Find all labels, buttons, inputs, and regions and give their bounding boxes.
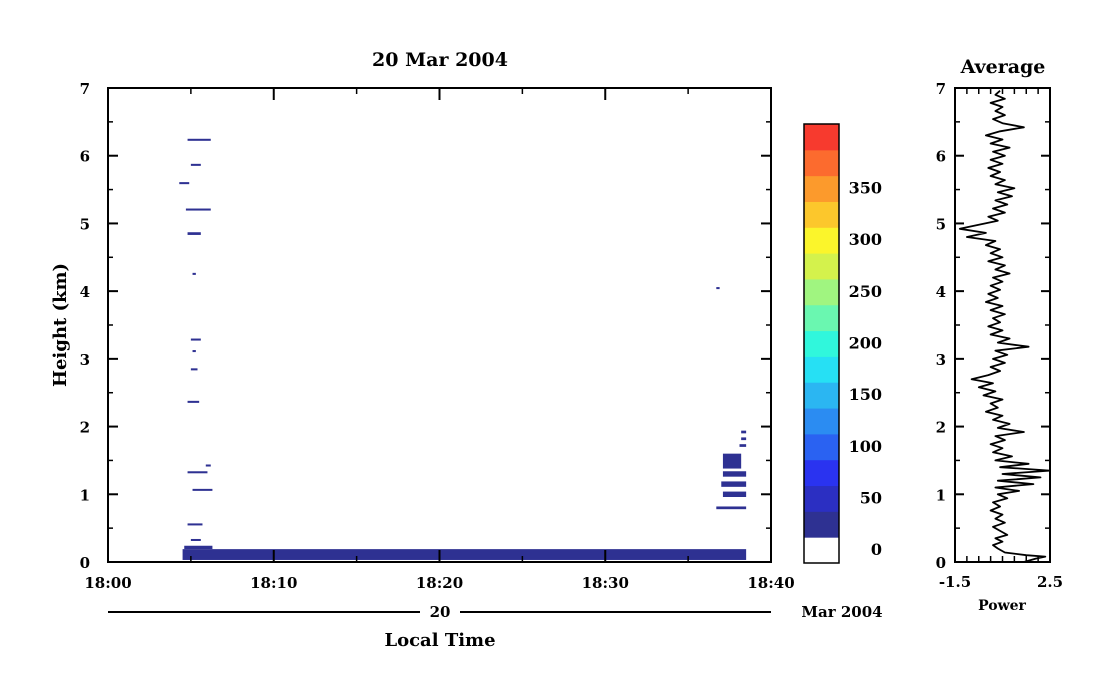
echo-segment	[716, 506, 747, 510]
colorbar-level	[804, 356, 839, 383]
echo-segment	[192, 272, 196, 275]
colorbar-level	[804, 278, 839, 306]
echo-segment	[187, 400, 200, 403]
echo-segment	[187, 138, 211, 141]
y-tick-label: 2	[80, 419, 90, 437]
power-axis-label: Power	[978, 598, 1026, 614]
echo-segment	[187, 471, 208, 474]
echo-segment	[192, 350, 196, 353]
main-title: 20 Mar 2004	[372, 49, 508, 71]
colorbar-tick-label: 300	[849, 230, 882, 249]
main-plot-frame	[107, 87, 772, 563]
avg-y-tick-label: 1	[936, 486, 946, 504]
echo-segment	[190, 368, 198, 371]
colorbar-level	[804, 433, 839, 461]
echo-segment	[192, 488, 213, 491]
main-y-ticks: 0 1 2 3 4 5 6 7	[80, 80, 771, 572]
colorbar-tick-label: 50	[860, 488, 882, 507]
colorbar-level	[804, 227, 839, 254]
echo-segment	[721, 481, 747, 487]
echo-segment	[184, 545, 213, 550]
echo-segment	[741, 430, 747, 434]
echo-segment	[190, 538, 201, 541]
y-axis-label: Height (km)	[50, 263, 71, 387]
echo-segment	[716, 287, 720, 290]
echo-segment	[190, 163, 201, 166]
echo-segment	[187, 523, 203, 526]
x-tick-label: 18:30	[582, 574, 629, 592]
y-tick-label: 4	[80, 283, 90, 301]
y-tick-label: 7	[80, 80, 90, 98]
echo-segment	[187, 232, 201, 235]
echo-segment	[722, 471, 747, 477]
main-x-ticks: 18:00 18:10 18:20 18:30 18:40	[84, 88, 795, 592]
average-x-ticks: -1.5 2.5	[939, 88, 1063, 591]
x-tick-label: 18:10	[250, 574, 297, 592]
y-tick-label: 5	[80, 215, 90, 233]
colorbar-level	[804, 330, 839, 357]
avg-y-tick-label: 5	[936, 215, 946, 233]
colorbar-level	[804, 253, 839, 280]
colorbar-tick-label: 150	[849, 385, 882, 404]
echo-segment	[205, 464, 211, 467]
avg-y-tick-label: 7	[936, 80, 946, 98]
colorbar-level	[804, 408, 839, 435]
average-panel: Average 0 1 2 3 4 5 6 7 -1.5 2.5 Power	[936, 56, 1063, 614]
colorbar-tick-label: 200	[849, 334, 882, 353]
x-axis-label: Local Time	[384, 630, 495, 651]
echo-segment	[179, 182, 190, 185]
average-plot-frame	[954, 87, 1051, 563]
echo-segment	[741, 437, 747, 441]
avg-y-tick-label: 0	[936, 554, 946, 572]
colorbar-level	[804, 124, 839, 151]
x-tick-label: 18:00	[84, 574, 131, 592]
avg-x-tick-label: 2.5	[1037, 573, 1063, 591]
echo-segment	[739, 444, 747, 447]
main-panel: 20 Mar 2004 0 1 2 3 4 5 6 7 18:00 18:10 18:20 18:3…	[50, 49, 883, 651]
avg-y-tick-label: 4	[936, 283, 946, 301]
colorbar-level	[804, 201, 839, 228]
echo-segment	[190, 338, 201, 341]
colorbar-levels	[804, 124, 839, 564]
x-tick-label: 18:40	[747, 574, 794, 592]
y-tick-label: 6	[80, 148, 90, 166]
x-tick-label: 18:20	[416, 574, 463, 592]
echo-segment	[185, 208, 211, 211]
y-tick-label: 3	[80, 351, 90, 369]
date-day-label: 20	[430, 603, 451, 621]
date-month-year-label: Mar 2004	[801, 603, 882, 621]
y-tick-label: 1	[80, 486, 90, 504]
echo-segment	[182, 549, 747, 560]
avg-y-tick-label: 3	[936, 351, 946, 369]
colorbar-tick-labels: 0 50 100 150 200 250 300 350	[849, 179, 882, 560]
echo-layer	[179, 138, 747, 560]
colorbar-tick-label: 100	[849, 437, 882, 456]
echo-segment	[722, 453, 742, 469]
colorbar-tick-label: 0	[871, 540, 882, 559]
colorbar: 0 50 100 150 200 250 300 350	[803, 123, 882, 564]
echo-segment	[722, 491, 747, 497]
colorbar-level	[804, 175, 839, 202]
colorbar-level	[804, 537, 839, 564]
avg-y-tick-label: 6	[936, 148, 946, 166]
colorbar-tick-label: 250	[849, 282, 882, 301]
colorbar-level	[804, 459, 839, 487]
colorbar-tick-label: 350	[849, 179, 882, 198]
average-title: Average	[960, 56, 1046, 78]
colorbar-level	[804, 511, 839, 538]
avg-y-tick-label: 2	[936, 419, 946, 437]
colorbar-level	[804, 485, 839, 512]
colorbar-level	[804, 149, 839, 177]
colorbar-level	[804, 304, 839, 332]
colorbar-frame	[803, 123, 840, 564]
colorbar-level	[804, 382, 839, 409]
average-y-ticks: 0 1 2 3 4 5 6 7	[936, 80, 1050, 572]
y-tick-label: 0	[80, 554, 90, 572]
avg-x-tick-label: -1.5	[939, 573, 971, 591]
average-profile-line	[958, 90, 1051, 563]
